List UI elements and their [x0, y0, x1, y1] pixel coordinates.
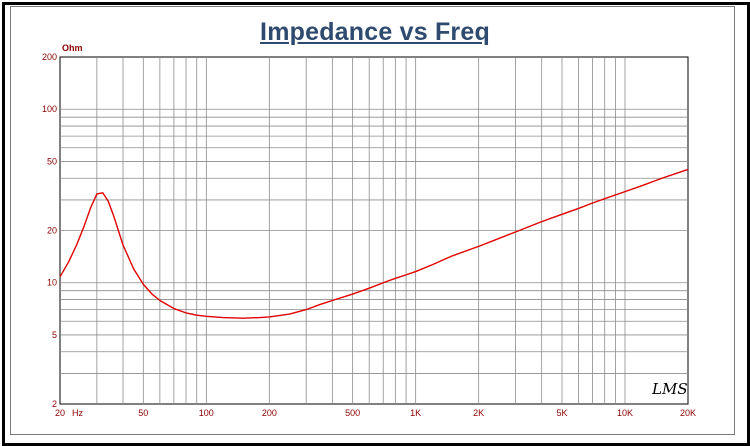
y-tick-label: 20 [47, 226, 57, 236]
x-tick-label: 200 [262, 408, 277, 418]
inner-frame [10, 6, 735, 435]
grid-lines [60, 57, 688, 404]
x-tick-label: 2K [473, 408, 484, 418]
y-tick-label: 5 [52, 330, 57, 340]
x-axis-unit: Hz [72, 408, 83, 418]
y-tick-label: 200 [42, 52, 57, 62]
y-tick-label: 2 [52, 399, 57, 409]
x-tick-label: 50 [138, 408, 148, 418]
x-tick-label: 500 [345, 408, 360, 418]
x-tick-label: 100 [199, 408, 214, 418]
x-tick-label: 1K [410, 408, 421, 418]
x-tick-label: 20K [680, 408, 696, 418]
y-tick-label: 10 [47, 278, 57, 288]
impedance-curve [59, 168, 689, 319]
y-axis-labels: 2 5 10 20 50 100 200 [42, 52, 57, 409]
y-tick-label: 50 [47, 156, 57, 166]
x-tick-label: 5K [556, 408, 567, 418]
series-layer [59, 168, 689, 319]
x-tick-label: 10K [617, 408, 633, 418]
chart-title: Impedance vs Freq [260, 18, 490, 46]
x-tick-label: 20 [55, 408, 65, 418]
x-axis-labels: 20 50 100 200 500 1K 2K 5K 10K 20K [55, 408, 696, 418]
lms-watermark: LMS [651, 380, 688, 398]
y-tick-label: 100 [42, 104, 57, 114]
y-axis-unit: Ohm [62, 43, 83, 53]
